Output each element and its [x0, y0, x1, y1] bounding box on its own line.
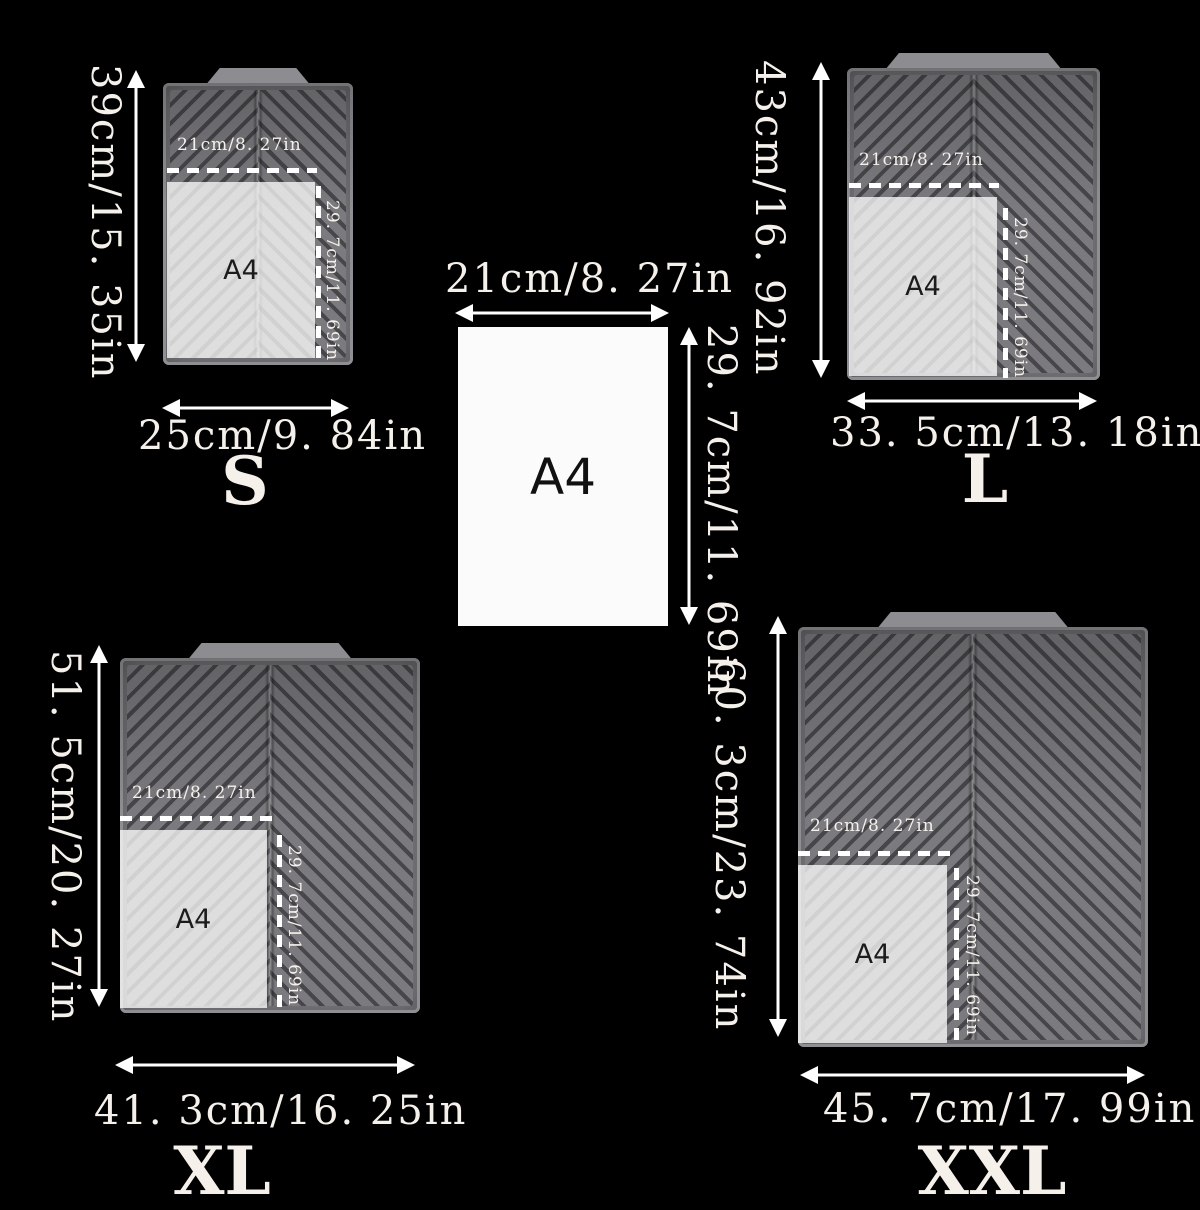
a4-width-text: 21cm/8. 27in	[132, 783, 257, 803]
mat-hang-tab	[188, 643, 353, 660]
a4-width-marker	[849, 183, 999, 188]
a4-sheet: A4	[458, 327, 668, 626]
drying-mat-l: A4 21cm/8. 27in 29. 7cm/11. 69in	[847, 68, 1100, 380]
drying-mat-xxl: A4 21cm/8. 27in 29. 7cm/11. 69in	[798, 627, 1148, 1047]
a4-sheet-label: A4	[529, 447, 596, 506]
mat-height-label: 39cm/15. 35in	[82, 64, 128, 381]
size-letter: L	[961, 440, 1009, 518]
mat-width-label: 33. 5cm/13. 18in	[830, 410, 1200, 456]
a4-height-text: 29. 7cm/11. 69in	[1010, 217, 1030, 379]
a4-width-text: 21cm/8. 27in	[859, 150, 984, 170]
a4-width-label: 21cm/8. 27in	[445, 256, 735, 302]
a4-height-text: 29. 7cm/11. 69in	[962, 875, 982, 1037]
a4-size-overlay: A4	[798, 865, 947, 1043]
a4-height-label: 29. 7cm/11. 69in	[698, 324, 744, 698]
height-arrow-icon	[812, 62, 830, 378]
height-arrow-icon	[680, 327, 698, 625]
a4-size-overlay: A4	[849, 197, 997, 376]
drying-mat-xl: A4 21cm/8. 27in 29. 7cm/11. 69in	[120, 658, 420, 1013]
mat-width-label: 45. 7cm/17. 99in	[823, 1086, 1197, 1132]
width-arrow-icon	[847, 392, 1097, 410]
a4-overlay-label: A4	[854, 938, 891, 970]
a4-height-marker	[277, 835, 282, 1007]
a4-overlay-label: A4	[223, 254, 259, 286]
a4-overlay-label: A4	[905, 271, 941, 302]
a4-height-text: 29. 7cm/11. 69in	[322, 200, 342, 362]
a4-width-text: 21cm/8. 27in	[810, 816, 935, 836]
width-arrow-icon	[162, 399, 349, 417]
a4-width-text: 21cm/8. 27in	[177, 135, 302, 155]
height-arrow-icon	[127, 70, 145, 362]
width-arrow-icon	[115, 1056, 415, 1074]
width-arrow-icon	[455, 304, 669, 322]
width-arrow-icon	[800, 1066, 1145, 1084]
a4-height-marker	[1003, 208, 1008, 378]
a4-width-marker	[167, 168, 317, 173]
a4-overlay-label: A4	[175, 903, 212, 935]
a4-size-overlay: A4	[167, 182, 315, 358]
mat-width-label: 41. 3cm/16. 25in	[94, 1088, 468, 1134]
height-arrow-icon	[769, 616, 787, 1037]
a4-width-marker	[798, 851, 950, 856]
a4-height-marker	[954, 868, 959, 1044]
mat-height-label: 43cm/16. 92in	[746, 60, 792, 377]
a4-size-overlay: A4	[120, 830, 267, 1008]
a4-height-text: 29. 7cm/11. 69in	[284, 845, 304, 1007]
height-arrow-icon	[90, 645, 108, 1007]
mat-hang-tab	[206, 68, 311, 85]
mat-height-label: 60. 3cm/23. 74in	[706, 658, 752, 1032]
mat-center-seam	[265, 665, 275, 1006]
drying-mat-s: A4 21cm/8. 27in 29. 7cm/11. 69in	[163, 83, 353, 365]
mat-hang-tab	[885, 53, 1062, 70]
size-letter: XXL	[917, 1132, 1067, 1210]
mat-height-label: 51. 5cm/20. 27in	[42, 650, 88, 1024]
size-letter: S	[221, 442, 269, 520]
a4-height-marker	[316, 186, 321, 358]
mat-center-seam	[968, 634, 978, 1040]
mat-hang-tab	[877, 612, 1070, 629]
mat-width-label: 25cm/9. 84in	[138, 413, 428, 459]
size-letter: XL	[173, 1132, 271, 1210]
a4-width-marker	[120, 816, 272, 821]
